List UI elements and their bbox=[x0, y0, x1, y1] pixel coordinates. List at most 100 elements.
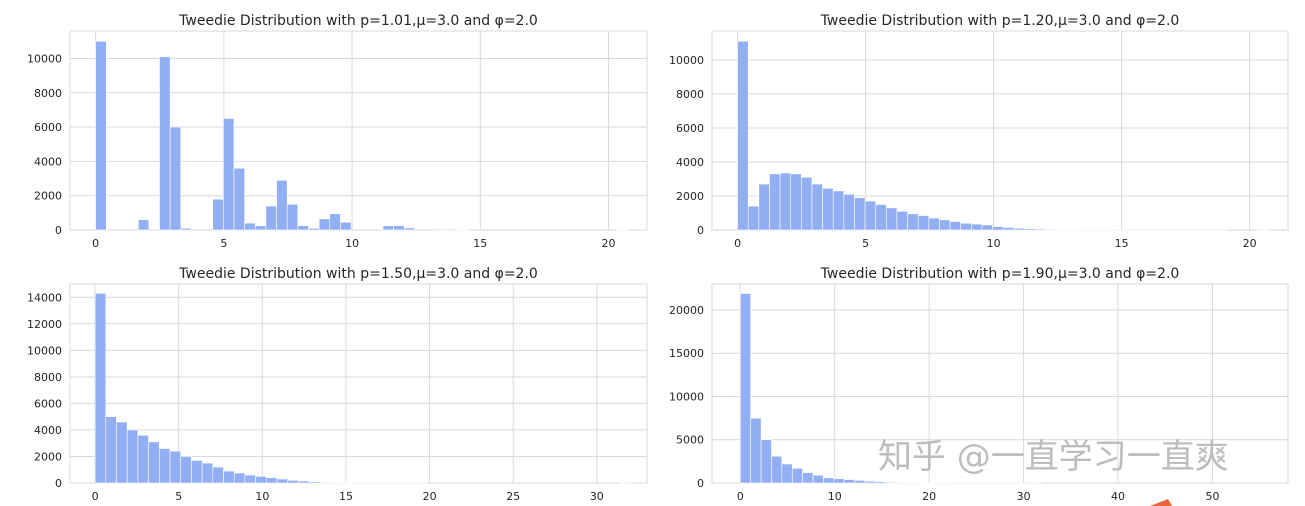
histogram-bar bbox=[287, 480, 299, 484]
subplot-title: Tweedie Distribution with p=1.50,μ=3.0 a… bbox=[178, 266, 538, 282]
histogram-bar bbox=[169, 450, 182, 484]
histogram-bar bbox=[244, 474, 256, 484]
x-tick-label: 25 bbox=[506, 490, 520, 503]
histogram-bar bbox=[906, 482, 918, 484]
histogram-bar bbox=[781, 463, 793, 484]
histogram-bar bbox=[382, 225, 394, 231]
histogram-bar bbox=[446, 228, 458, 231]
subplot-3: 0 2000 4000 6000 8000 10000 12000 14000 0 5 10 15 20… bbox=[27, 266, 648, 503]
histogram-bar bbox=[180, 227, 192, 231]
histogram-bar bbox=[823, 477, 835, 484]
histogram-bar bbox=[201, 462, 214, 484]
x-tick-label: 0 bbox=[92, 490, 99, 503]
histogram-bar bbox=[233, 472, 246, 484]
y-tick-label: 15000 bbox=[669, 347, 704, 360]
histogram-bar bbox=[907, 213, 919, 231]
histogram-bar bbox=[212, 466, 224, 484]
histogram-bar bbox=[875, 481, 887, 484]
histogram-bar bbox=[843, 193, 855, 231]
x-tick-label: 10 bbox=[987, 237, 1001, 250]
x-tick-label: 15 bbox=[339, 490, 353, 503]
histogram-bar bbox=[928, 217, 940, 231]
histogram-bar bbox=[298, 480, 310, 484]
histogram-bar bbox=[308, 481, 321, 484]
histogram-bar bbox=[992, 226, 1004, 231]
y-tick-label: 2000 bbox=[34, 450, 62, 463]
x-tick-label: 40 bbox=[1111, 490, 1125, 503]
histogram-bar bbox=[105, 416, 117, 484]
x-tick-label: 10 bbox=[255, 490, 269, 503]
histogram-bar bbox=[769, 173, 781, 231]
histogram-bar bbox=[1034, 228, 1046, 231]
histogram-bar bbox=[276, 478, 289, 484]
histogram-bar bbox=[811, 183, 823, 231]
histogram-bar bbox=[801, 176, 813, 231]
x-tick-label: 0 bbox=[92, 237, 99, 250]
x-tick-label: 50 bbox=[1205, 490, 1219, 503]
y-tick-label: 4000 bbox=[34, 155, 62, 168]
histogram-bar bbox=[1024, 228, 1036, 231]
subplot-title: Tweedie Distribution with p=1.90,μ=3.0 a… bbox=[820, 266, 1180, 282]
histogram-bar bbox=[223, 118, 235, 231]
histogram-bar bbox=[791, 467, 803, 484]
histogram-bar bbox=[435, 228, 448, 231]
histogram-bar bbox=[747, 205, 760, 231]
histogram-bar bbox=[319, 481, 331, 484]
histogram-bar bbox=[393, 225, 405, 231]
y-tick-label: 5000 bbox=[676, 434, 704, 447]
histogram-bar bbox=[1056, 229, 1068, 231]
corner-arrow-mark bbox=[1150, 499, 1172, 506]
x-tick-label: 5 bbox=[862, 237, 869, 250]
histogram-bar bbox=[864, 200, 877, 231]
histogram-bar bbox=[254, 225, 267, 231]
histogram-bar bbox=[1002, 227, 1015, 231]
histogram-bar bbox=[917, 215, 930, 231]
histogram-bar bbox=[212, 198, 224, 231]
y-tick-label: 4000 bbox=[676, 156, 704, 169]
y-tick-label: 8000 bbox=[34, 87, 62, 100]
plot-area bbox=[711, 283, 1289, 484]
histogram-bar bbox=[1013, 227, 1025, 231]
histogram-bar bbox=[896, 210, 908, 231]
histogram-bar bbox=[779, 172, 792, 231]
plot-area bbox=[69, 30, 648, 231]
histogram-bar bbox=[971, 223, 983, 231]
histogram-bar bbox=[833, 478, 845, 484]
histogram-bar bbox=[790, 173, 802, 231]
histogram-bar bbox=[939, 219, 951, 231]
histogram-bar bbox=[265, 205, 277, 231]
histogram-bar bbox=[244, 222, 256, 231]
histogram-bar bbox=[126, 429, 139, 484]
histogram-bar bbox=[137, 219, 150, 231]
histogram-bar bbox=[854, 480, 866, 484]
histogram-bar bbox=[885, 481, 897, 484]
histogram-bar bbox=[329, 213, 341, 231]
x-tick-label: 10 bbox=[345, 237, 359, 250]
histogram-bar bbox=[403, 227, 416, 231]
y-tick-label: 0 bbox=[697, 477, 704, 490]
histogram-bar bbox=[949, 221, 962, 231]
y-tick-label: 14000 bbox=[27, 291, 62, 304]
y-tick-label: 10000 bbox=[27, 344, 62, 357]
y-tick-label: 0 bbox=[55, 224, 62, 237]
histogram-bar bbox=[137, 434, 149, 484]
x-tick-label: 20 bbox=[1243, 237, 1257, 250]
watermark: 知乎 @一直学习一直爽 bbox=[878, 437, 1229, 477]
x-tick-label: 0 bbox=[737, 490, 744, 503]
histogram-bar bbox=[116, 421, 128, 484]
x-tick-label: 30 bbox=[1017, 490, 1031, 503]
y-tick-label: 10000 bbox=[669, 54, 704, 67]
x-tick-label: 5 bbox=[175, 490, 182, 503]
histogram-bar bbox=[737, 40, 749, 231]
subplot-title: Tweedie Distribution with p=1.01,μ=3.0 a… bbox=[178, 13, 538, 29]
histogram-bar bbox=[864, 480, 876, 484]
y-tick-label: 10000 bbox=[27, 52, 62, 65]
histogram-bar bbox=[94, 292, 107, 484]
x-tick-label: 30 bbox=[590, 490, 604, 503]
subplot-1: 0 2000 4000 6000 8000 10000 0 5 10 15 20 Tweedie Di… bbox=[27, 13, 648, 250]
histogram-bar bbox=[233, 167, 245, 231]
histogram-bar bbox=[318, 218, 331, 231]
x-tick-label: 15 bbox=[473, 237, 487, 250]
y-tick-label: 2000 bbox=[34, 190, 62, 203]
